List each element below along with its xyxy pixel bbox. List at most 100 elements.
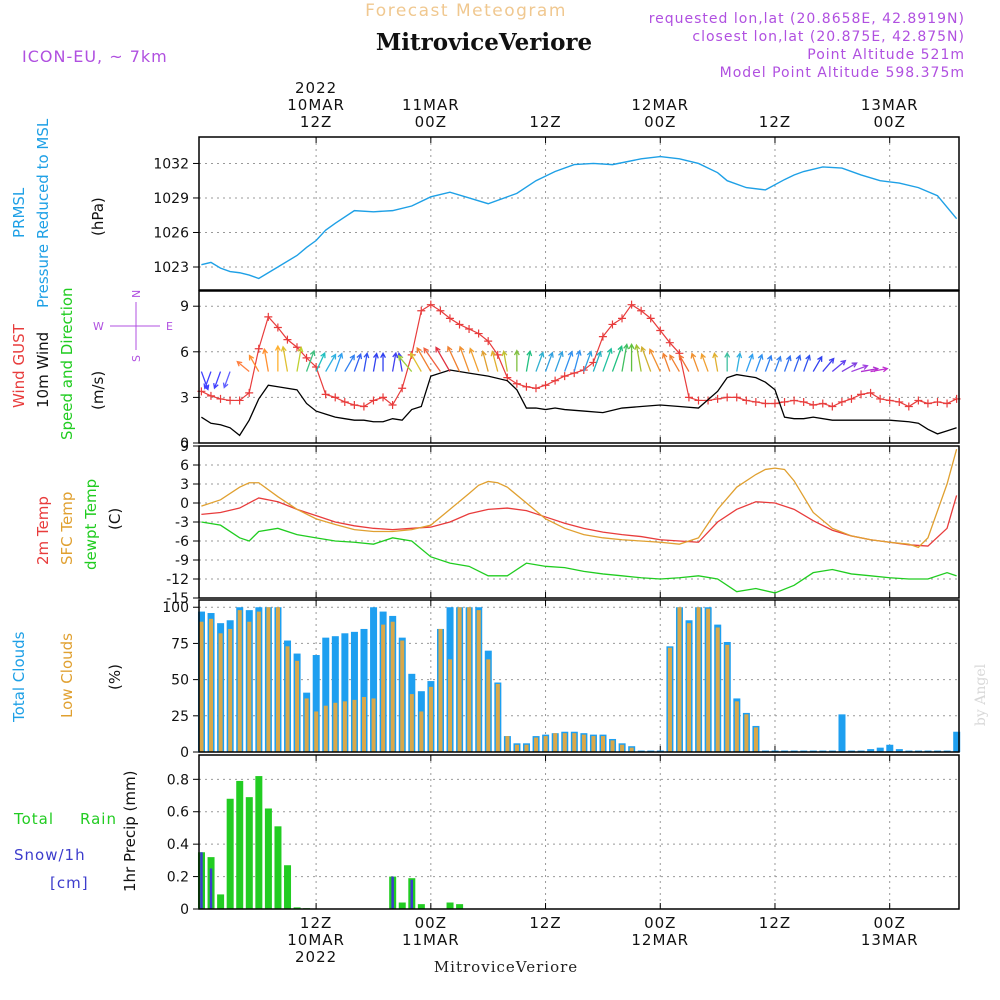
total-cloud-bar xyxy=(322,637,330,752)
ytick-label: 6 xyxy=(180,345,189,361)
ms-unit: (m/s) xyxy=(89,371,107,410)
rain-bar xyxy=(236,780,244,909)
watermark: by Angel xyxy=(973,663,989,726)
low-cloud-bar xyxy=(419,711,424,752)
wind-arrow xyxy=(755,353,764,372)
gust-marker xyxy=(742,396,751,405)
low-cloud-bar xyxy=(629,747,634,752)
wind-arrow xyxy=(248,354,260,372)
bottom-axis-label: 12MAR xyxy=(631,931,689,949)
c-unit: (C) xyxy=(106,508,124,530)
gust-marker xyxy=(885,396,894,405)
low-cloud-bar xyxy=(696,607,701,752)
gust-marker xyxy=(436,306,445,315)
ytick-label: -9 xyxy=(175,553,189,569)
low-cloud-bar xyxy=(505,736,510,752)
wind-arrow xyxy=(621,343,630,372)
bottom-axis-label: 00Z xyxy=(644,914,676,932)
sfc-temp-line xyxy=(201,448,958,549)
low-cloud-bar xyxy=(543,736,548,752)
wind-arrow xyxy=(397,354,413,372)
gust-marker xyxy=(608,320,617,329)
sfc-temp-label: SFC Temp xyxy=(58,492,76,565)
gust-marker xyxy=(809,401,818,409)
panel-1: 1023 1026 1029 1032 xyxy=(153,136,960,291)
wind-arrow xyxy=(380,352,386,372)
wind-arrow xyxy=(831,359,847,373)
gust-marker xyxy=(417,306,426,315)
low-cloud-bar xyxy=(495,683,500,752)
top-axis-label: 12Z xyxy=(300,113,332,131)
rain-bar xyxy=(398,902,406,909)
gust-marker xyxy=(560,372,569,381)
total-clouds-label: Total Clouds xyxy=(10,631,28,723)
ytick-label: 0.4 xyxy=(167,837,189,853)
gust-marker xyxy=(551,376,560,385)
low-cloud-bar xyxy=(572,733,577,752)
low-cloud-bar xyxy=(295,660,300,752)
bottom-axis-label: 00Z xyxy=(415,914,447,932)
snow-bar xyxy=(391,876,394,909)
low-cloud-bar xyxy=(247,621,252,752)
wind-arrow xyxy=(764,354,773,372)
gust-marker xyxy=(292,343,301,352)
rain-bar xyxy=(456,904,464,909)
wind-arrow xyxy=(822,357,835,372)
precip-unit: 1hr Precip (mm) xyxy=(121,771,139,892)
snow-bar xyxy=(410,879,414,909)
ytick-label: -12 xyxy=(166,572,189,588)
wind-arrow xyxy=(213,371,222,390)
gust-marker xyxy=(857,390,866,399)
ytick-label: 0.8 xyxy=(167,772,189,788)
low-cloud-bar xyxy=(600,736,605,752)
wind-arrow xyxy=(435,346,451,372)
gust-marker xyxy=(426,300,435,309)
total-label: Total xyxy=(13,810,54,828)
ytick-label: 75 xyxy=(171,636,189,652)
gust-marker xyxy=(379,393,388,402)
low-cloud-bar xyxy=(620,744,625,752)
gust-marker xyxy=(216,394,225,403)
gust-marker xyxy=(522,382,531,391)
wind-arrow xyxy=(812,355,823,372)
bottom-axis-label: 13MAR xyxy=(861,931,919,949)
gust-marker xyxy=(302,353,311,362)
ytick-label: 1026 xyxy=(153,225,189,241)
wind-arrow xyxy=(712,352,719,372)
gust-marker xyxy=(484,337,493,346)
gust-marker xyxy=(531,384,540,393)
pressure-label: Pressure Reduced to MSL xyxy=(34,118,52,308)
low-cloud-bar xyxy=(534,737,539,752)
rain-label: Rain xyxy=(80,810,117,828)
top-axis-label: 00Z xyxy=(415,113,447,131)
speed-direction-label: Speed and Direction xyxy=(58,287,76,440)
compass-s: S xyxy=(130,355,143,362)
panel-frame xyxy=(198,445,960,599)
low-cloud-bar xyxy=(553,733,558,752)
wind-arrow xyxy=(669,354,680,372)
total-cloud-bar xyxy=(341,633,349,752)
gust-marker xyxy=(264,312,273,321)
gust-marker xyxy=(350,401,359,409)
wind-arrow xyxy=(736,352,743,372)
ytick-label: 50 xyxy=(171,673,189,689)
rain-bar xyxy=(264,808,272,909)
wind-arrow xyxy=(783,354,792,372)
wind-arrow xyxy=(592,350,602,372)
panel-3: -15 -12 -9 -6 -3 0 3 6 9 xyxy=(166,439,960,607)
top-axis-label: 00Z xyxy=(644,113,676,131)
ytick-label: -15 xyxy=(166,591,189,607)
total-cloud-bar xyxy=(331,636,339,752)
low-cloud-bar xyxy=(275,607,280,752)
ytick-label: 0 xyxy=(180,745,189,761)
ytick-label: 3 xyxy=(180,390,189,406)
gust-marker xyxy=(388,401,397,409)
pct-unit: (%) xyxy=(106,664,124,690)
total-cloud-bar xyxy=(350,631,358,752)
low-cloud-bar xyxy=(333,702,338,752)
gust-marker xyxy=(627,300,636,309)
panel-frame xyxy=(198,599,960,753)
low-cloud-bar xyxy=(409,694,414,752)
panel-4: 0 25 50 75 100 xyxy=(162,599,961,761)
